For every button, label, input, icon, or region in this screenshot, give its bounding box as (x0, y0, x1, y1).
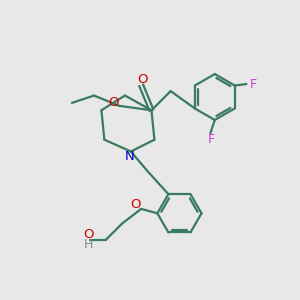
Text: F: F (249, 77, 256, 91)
Text: O: O (109, 96, 119, 110)
Text: O: O (130, 198, 140, 211)
Text: O: O (137, 74, 148, 86)
Text: F: F (208, 133, 215, 146)
Text: N: N (124, 150, 134, 163)
Text: H: H (83, 238, 93, 251)
Text: O: O (83, 228, 93, 241)
